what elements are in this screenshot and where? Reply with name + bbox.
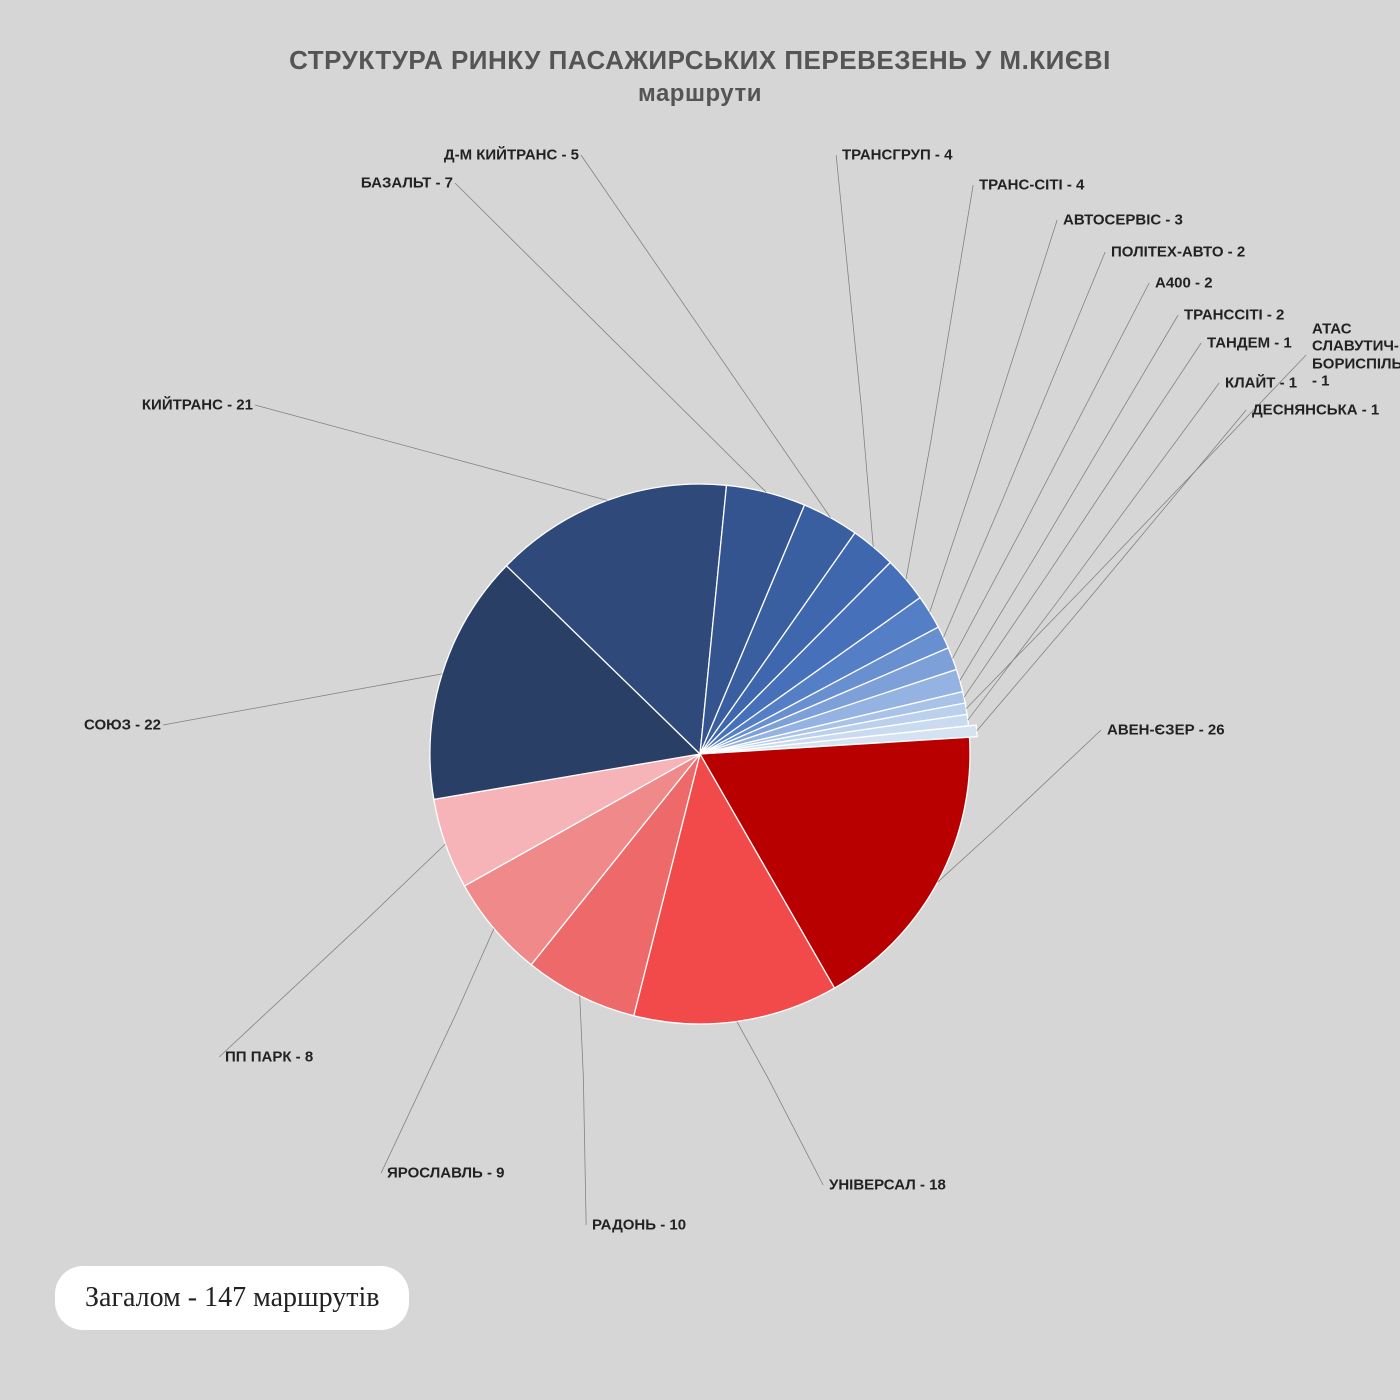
slice-label: КИЙТРАНС - 21 <box>140 396 255 415</box>
leader-line <box>381 929 494 1173</box>
slice-label: А400 - 2 <box>1153 274 1215 293</box>
slice-label: СОЮЗ - 22 <box>82 716 163 735</box>
slice-label: АТАС СЛАВУТИЧ-БОРИСПІЛЬ - 1 <box>1310 320 1400 391</box>
leader-line <box>944 252 1106 637</box>
chart-title: СТРУКТУРА РИНКУ ПАСАЖИРСЬКИХ ПЕРЕВЕЗЕНЬ … <box>25 45 1375 76</box>
leader-line <box>581 155 830 518</box>
slice-label: ДЕСНЯНСЬКА - 1 <box>1250 401 1381 420</box>
leader-line <box>580 996 586 1225</box>
slice-label: ТРАНССІТІ - 2 <box>1182 306 1286 325</box>
leader-line <box>255 405 607 500</box>
slice-label: УНІВЕРСАЛ - 18 <box>827 1176 948 1195</box>
chart-subtitle: маршрути <box>25 80 1375 108</box>
leader-line <box>219 844 445 1057</box>
leader-line <box>977 410 1246 731</box>
slice-label: Д-М КИЙТРАНС - 5 <box>442 146 581 165</box>
leader-line <box>930 220 1057 612</box>
slice-label: ТАНДЕМ - 1 <box>1205 334 1294 353</box>
slice-label: РАДОНЬ - 10 <box>590 1216 688 1235</box>
slice-label: ПОЛІТЕХ-АВТО - 2 <box>1109 243 1247 262</box>
leader-line <box>163 674 442 725</box>
slice-label: ТРАНС-СІТІ - 4 <box>977 176 1086 195</box>
pie-chart <box>250 304 1150 1204</box>
total-badge: Загалом - 147 маршрутів <box>55 1266 409 1330</box>
leader-line <box>960 315 1178 681</box>
leader-line <box>455 183 766 492</box>
leader-line <box>906 185 973 579</box>
leader-line <box>968 383 1219 720</box>
slice-label: АВТОСЕРВІС - 3 <box>1061 211 1185 230</box>
slice-label: АВЕН-ЄЗЕР - 26 <box>1105 721 1227 740</box>
slice-label: ЯРОСЛАВЛЬ - 9 <box>385 1164 507 1183</box>
pie-svg <box>250 304 1150 1204</box>
chart-container: СТРУКТУРА РИНКУ ПАСАЖИРСЬКИХ ПЕРЕВЕЗЕНЬ … <box>25 25 1375 1375</box>
leader-line <box>836 155 873 547</box>
leader-line <box>953 283 1150 659</box>
leader-line <box>737 1021 823 1185</box>
leader-line <box>964 343 1201 697</box>
slice-label: БАЗАЛЬТ - 7 <box>359 174 455 193</box>
slice-label: ТРАНСГРУП - 4 <box>840 146 954 165</box>
slice-label: ПП ПАРК - 8 <box>223 1048 315 1067</box>
slice-label: КЛАЙТ - 1 <box>1223 374 1299 393</box>
